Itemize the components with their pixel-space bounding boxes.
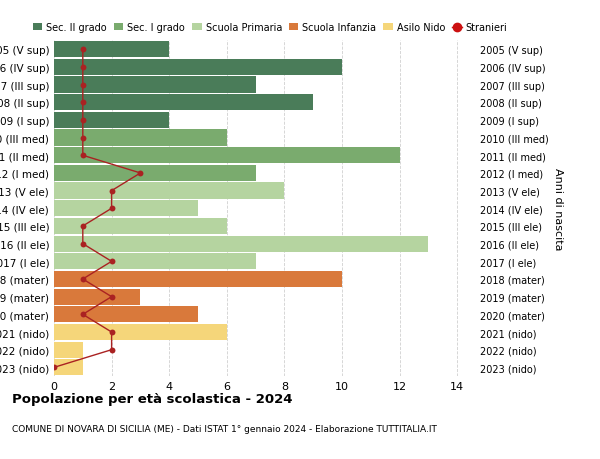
Point [136,170,145,177]
Bar [54,60,342,76]
Point [78,311,88,319]
Bar [54,77,256,94]
Point [107,346,116,353]
Text: COMUNE DI NOVARA DI SICILIA (ME) - Dati ISTAT 1° gennaio 2024 - Elaborazione TUT: COMUNE DI NOVARA DI SICILIA (ME) - Dati … [12,425,437,434]
Bar [54,148,400,164]
Point [107,293,116,301]
Text: Popolazione per età scolastica - 2024: Popolazione per età scolastica - 2024 [12,392,293,405]
Bar [54,201,198,217]
Bar [54,289,140,305]
Bar [54,254,256,270]
Bar [54,165,256,182]
Bar [54,130,227,146]
Y-axis label: Anni di nascita: Anni di nascita [553,168,563,250]
Point [107,258,116,265]
Point [107,188,116,195]
Bar [54,95,313,111]
Legend: Sec. II grado, Sec. I grado, Scuola Primaria, Scuola Infanzia, Asilo Nido, Stran: Sec. II grado, Sec. I grado, Scuola Prim… [33,23,507,33]
Bar [54,218,227,235]
Bar [54,112,169,129]
Point [78,117,88,124]
Bar [54,359,83,375]
Point [78,134,88,142]
Point [78,99,88,106]
Bar [54,183,284,199]
Point [78,276,88,283]
Point [107,329,116,336]
Bar [54,324,227,341]
Bar [54,42,169,58]
Point [78,241,88,248]
Point [78,46,88,54]
Bar [54,342,83,358]
Bar [54,307,198,323]
Point [49,364,59,371]
Point [78,64,88,72]
Bar [54,236,428,252]
Point [78,82,88,89]
Bar [54,271,342,287]
Point [78,223,88,230]
Point [107,205,116,213]
Point [78,152,88,160]
